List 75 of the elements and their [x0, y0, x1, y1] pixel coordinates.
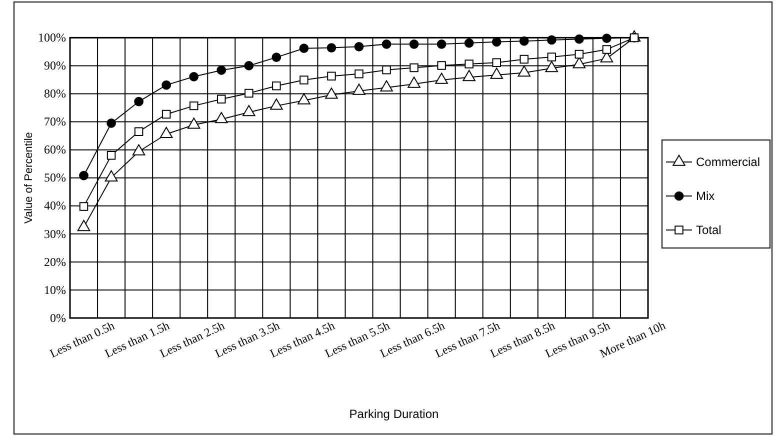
- point: [104, 170, 118, 182]
- y-tick-label: 0%: [50, 310, 66, 325]
- y-tick-label: 80%: [44, 86, 66, 101]
- point: [462, 70, 476, 82]
- legend-label: Total: [696, 223, 722, 237]
- point: [490, 68, 504, 79]
- point: [602, 34, 612, 43]
- point: [492, 37, 502, 47]
- point: [216, 66, 226, 75]
- point: [244, 88, 254, 98]
- x-axis-title: Parking Duration: [349, 407, 439, 421]
- point: [187, 118, 200, 129]
- point: [382, 66, 391, 74]
- point: [299, 44, 309, 54]
- point: [160, 126, 173, 138]
- y-tick-label: 70%: [44, 114, 66, 129]
- point: [272, 52, 282, 62]
- point: [327, 72, 336, 80]
- point: [270, 98, 283, 110]
- point: [464, 60, 474, 68]
- y-tick-label: 20%: [44, 254, 66, 269]
- point: [300, 76, 308, 84]
- point: [134, 96, 144, 106]
- point: [217, 94, 226, 104]
- point: [409, 39, 419, 49]
- point: [244, 61, 254, 70]
- point: [435, 72, 448, 84]
- y-tick-label: 30%: [44, 226, 66, 241]
- point: [572, 57, 586, 68]
- point: [574, 34, 584, 44]
- point: [547, 52, 556, 62]
- point: [134, 127, 144, 136]
- point: [410, 63, 418, 72]
- legend-label: Mix: [696, 189, 715, 203]
- point: [106, 151, 116, 160]
- point: [272, 82, 281, 90]
- y-tick-label: 10%: [44, 282, 66, 297]
- point: [408, 76, 420, 88]
- point: [325, 88, 338, 99]
- y-axis-title: Value of Percentile: [23, 132, 35, 224]
- point: [79, 170, 88, 180]
- point: [437, 61, 446, 70]
- y-tick-label: 60%: [44, 142, 66, 157]
- point: [464, 38, 474, 48]
- point: [519, 36, 529, 46]
- point: [326, 43, 336, 52]
- point: [518, 65, 531, 77]
- y-tick-label: 100%: [38, 30, 66, 45]
- point: [242, 104, 256, 116]
- point: [574, 50, 584, 59]
- point: [162, 80, 172, 90]
- point: [189, 101, 198, 110]
- point: [352, 84, 366, 95]
- point: [132, 144, 146, 156]
- point: [354, 42, 364, 52]
- point: [79, 202, 88, 211]
- point: [602, 45, 612, 54]
- point: [354, 69, 364, 78]
- point: [436, 39, 446, 49]
- point: [492, 58, 501, 68]
- point: [106, 118, 116, 128]
- y-tick-label: 90%: [44, 58, 66, 73]
- y-tick-label: 40%: [44, 198, 66, 213]
- point: [380, 80, 393, 92]
- point: [382, 39, 392, 49]
- point: [520, 54, 529, 64]
- y-tick-label: 50%: [44, 170, 66, 185]
- point: [298, 93, 310, 104]
- point: [162, 110, 171, 119]
- point: [189, 72, 199, 82]
- point: [77, 220, 90, 232]
- point: [546, 35, 556, 45]
- point: [545, 60, 558, 72]
- legend-label: Commercial: [696, 155, 760, 169]
- point: [214, 112, 228, 124]
